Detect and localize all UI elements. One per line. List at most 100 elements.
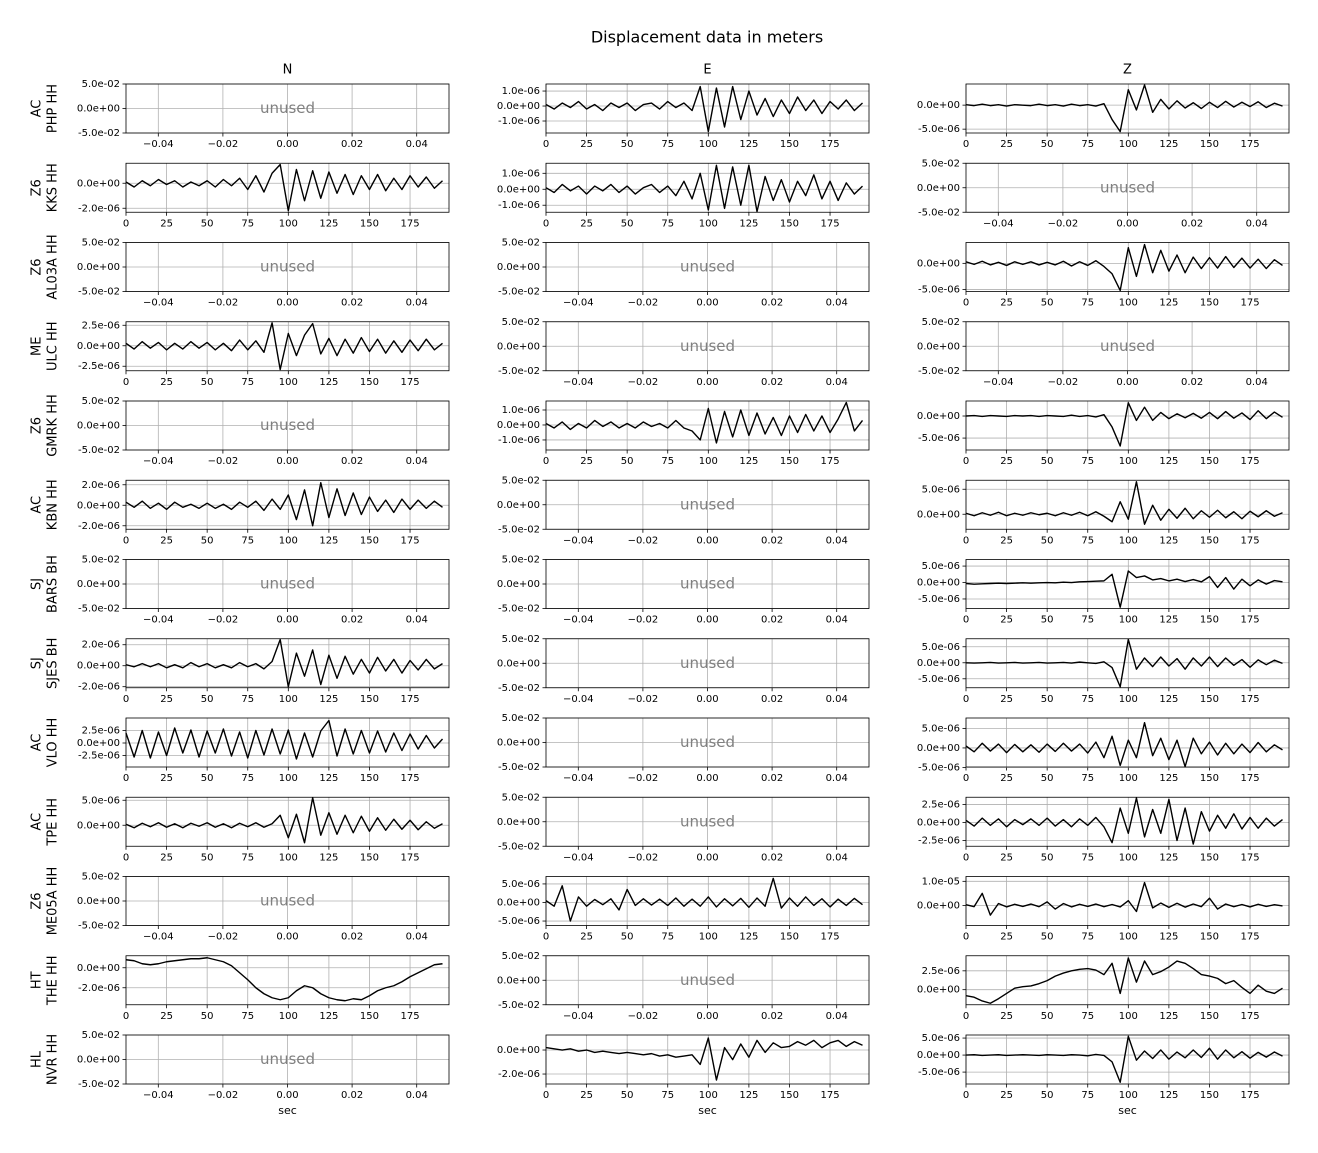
x-tick-label: 150	[780, 932, 799, 943]
y-tick-label: -5.0e-06	[918, 124, 960, 135]
x-tick-label: 0	[963, 298, 969, 309]
trace	[965, 570, 1283, 608]
y-tick-label: -5.0e-02	[498, 524, 540, 535]
y-tick-label: -5.0e-02	[498, 683, 540, 694]
x-tick-label: 0.02	[761, 298, 783, 309]
annotation: unused	[680, 258, 735, 276]
y-tick-label: 0.0e+00	[917, 1050, 960, 1061]
x-tick-label: 175	[1240, 1090, 1259, 1101]
y-tick-label: -5.0e-02	[918, 366, 960, 377]
y-axis-label: AL03A HH	[46, 234, 61, 299]
x-tick-label: 175	[400, 535, 419, 546]
x-tick-label: 100	[699, 932, 718, 943]
x-tick-label: −0.04	[563, 852, 594, 863]
y-tick-label: 5.0e-02	[82, 238, 120, 249]
x-tick-label: 125	[739, 139, 758, 150]
x-tick-label: −0.02	[208, 139, 239, 150]
x-tick-label: 125	[319, 1011, 338, 1022]
x-tick-label: 50	[201, 218, 214, 229]
x-tick-label: 100	[1119, 773, 1138, 784]
x-tick-label: −0.04	[983, 218, 1014, 229]
x-tick-label: 0	[123, 218, 129, 229]
y-tick-label: 0.0e+00	[497, 897, 540, 908]
column-title: E	[703, 63, 711, 78]
x-tick-label: 0.00	[696, 377, 718, 388]
trace	[965, 243, 1283, 292]
trace	[125, 322, 443, 371]
x-tick-label: 50	[1041, 773, 1054, 784]
x-tick-label: 175	[400, 218, 419, 229]
y-axis-label: Z6	[30, 417, 45, 434]
x-tick-label: 175	[820, 1090, 839, 1101]
column-title: N	[283, 63, 293, 78]
y-axis-label: AC	[30, 813, 45, 831]
annotation: unused	[260, 99, 315, 117]
y-tick-label: 0.0e+00	[77, 178, 120, 189]
y-axis-label: THE HH	[46, 955, 61, 1006]
x-tick-label: −0.04	[563, 535, 594, 546]
x-tick-label: 0	[123, 694, 129, 705]
x-tick-label: 25	[160, 852, 173, 863]
axes-frame	[125, 1034, 450, 1085]
x-tick-label: 150	[1200, 1011, 1219, 1022]
x-tick-label: 75	[1081, 1011, 1094, 1022]
x-tick-label: 75	[241, 535, 254, 546]
y-tick-label: -1.0e-06	[498, 200, 540, 211]
trace	[965, 638, 1283, 688]
x-tick-label: 50	[201, 1011, 214, 1022]
x-tick-label: 25	[1000, 615, 1013, 626]
x-tick-label: 0	[963, 535, 969, 546]
x-tick-label: 75	[661, 932, 674, 943]
y-tick-label: 2.5e-06	[82, 726, 120, 737]
y-tick-label: 0.0e+00	[497, 420, 540, 431]
x-tick-label: 0	[123, 535, 129, 546]
x-tick-label: −0.02	[628, 852, 659, 863]
y-tick-label: 5.0e-02	[922, 317, 960, 328]
axes-frame	[545, 717, 870, 768]
x-tick-label: 0.00	[696, 615, 718, 626]
annotation: unused	[260, 258, 315, 276]
x-tick-label: −0.02	[628, 535, 659, 546]
x-tick-label: 75	[1081, 1090, 1094, 1101]
x-tick-label: 0.02	[341, 932, 363, 943]
x-tick-label: 125	[1159, 773, 1178, 784]
y-tick-label: -5.0e-06	[918, 674, 960, 685]
axes-frame	[545, 400, 870, 451]
x-tick-label: 50	[1041, 298, 1054, 309]
x-tick-label: 50	[1041, 852, 1054, 863]
trace	[965, 402, 1283, 447]
y-tick-label: 2.5e-06	[922, 966, 960, 977]
x-tick-label: 100	[279, 694, 298, 705]
y-tick-label: 0.0e+00	[497, 184, 540, 195]
y-tick-label: 0.0e+00	[497, 975, 540, 986]
y-tick-label: 0.0e+00	[917, 817, 960, 828]
y-axis-label: SJ	[30, 657, 45, 669]
x-tick-label: 100	[1119, 1011, 1138, 1022]
x-tick-label: 50	[1041, 932, 1054, 943]
x-tick-label: −0.02	[628, 773, 659, 784]
x-tick-label: 25	[160, 535, 173, 546]
trace	[965, 721, 1283, 768]
y-axis-label: HT	[30, 971, 45, 989]
x-tick-label: 0.00	[1116, 218, 1138, 229]
y-tick-label: -2.5e-06	[918, 835, 960, 846]
y-tick-label: 0.0e+00	[917, 411, 960, 422]
trace	[965, 797, 1283, 845]
x-tick-label: 150	[1200, 298, 1219, 309]
x-tick-label: 50	[1041, 615, 1054, 626]
axes-frame	[545, 479, 870, 530]
y-tick-label: 5.0e-02	[502, 713, 540, 724]
y-tick-label: -2.5e-06	[78, 361, 120, 372]
axes-frame	[545, 638, 870, 689]
y-tick-label: 5.0e-02	[82, 872, 120, 883]
y-tick-label: 0.0e+00	[497, 341, 540, 352]
annotation: unused	[680, 971, 735, 989]
y-axis-label: SJ	[30, 578, 45, 590]
x-tick-label: 50	[621, 932, 634, 943]
annotation: unused	[260, 892, 315, 910]
y-tick-label: -5.0e-06	[918, 762, 960, 773]
x-tick-label: 175	[1240, 535, 1259, 546]
x-tick-label: −0.02	[628, 694, 659, 705]
x-tick-label: 25	[1000, 852, 1013, 863]
y-tick-label: -5.0e-02	[78, 921, 120, 932]
